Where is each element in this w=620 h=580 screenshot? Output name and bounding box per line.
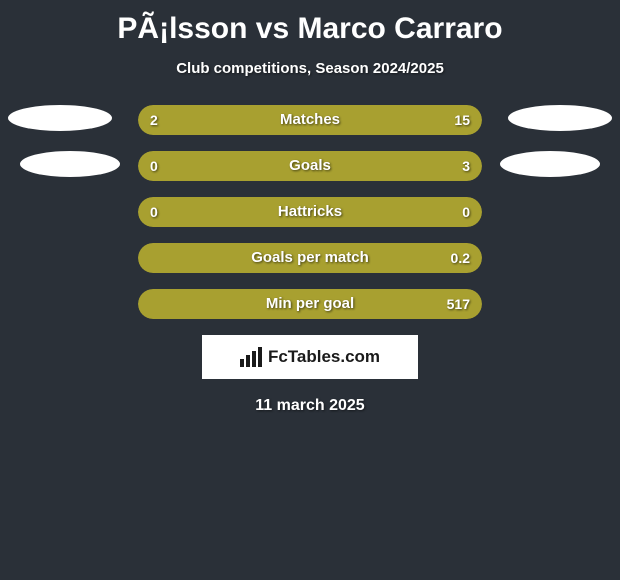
date-text: 11 march 2025 [0,397,620,415]
stat-row: Goals per match0.2 [138,243,482,273]
player-right-ellipse-1 [508,105,612,131]
stat-value-right: 3 [462,151,470,181]
stat-row: Goals0 3 [138,151,482,181]
stat-row: Hattricks0 0 [138,197,482,227]
stat-label: Min per goal [138,289,482,319]
stat-bars: Matches215Goals03Hattricks00Goals per ma… [138,105,482,319]
stats-area: Matches215Goals03Hattricks00Goals per ma… [0,105,620,319]
stat-label: Goals per match [138,243,482,273]
logo-text: FcTables.com [268,347,380,367]
player-left-ellipse-2 [20,151,120,177]
player-right-ellipse-2 [500,151,600,177]
stat-label: Goals [138,151,482,181]
stat-value-right: 0 [462,197,470,227]
stat-row: Min per goal517 [138,289,482,319]
fctables-logo: FcTables.com [202,335,418,379]
stat-value-right: 517 [447,289,470,319]
stat-value-left: 0 [150,151,158,181]
page-title: PÃ¡lsson vs Marco Carraro [0,0,620,46]
stat-row: Matches2 15 [138,105,482,135]
stat-value-left: 2 [150,105,158,135]
bars-icon [240,347,262,367]
stat-label: Matches [138,105,482,135]
stat-value-left: 0 [150,197,158,227]
page-subtitle: Club competitions, Season 2024/2025 [0,60,620,77]
stat-label: Hattricks [138,197,482,227]
player-left-ellipse-1 [8,105,112,131]
stat-value-right: 0.2 [451,243,470,273]
stat-value-right: 15 [454,105,470,135]
